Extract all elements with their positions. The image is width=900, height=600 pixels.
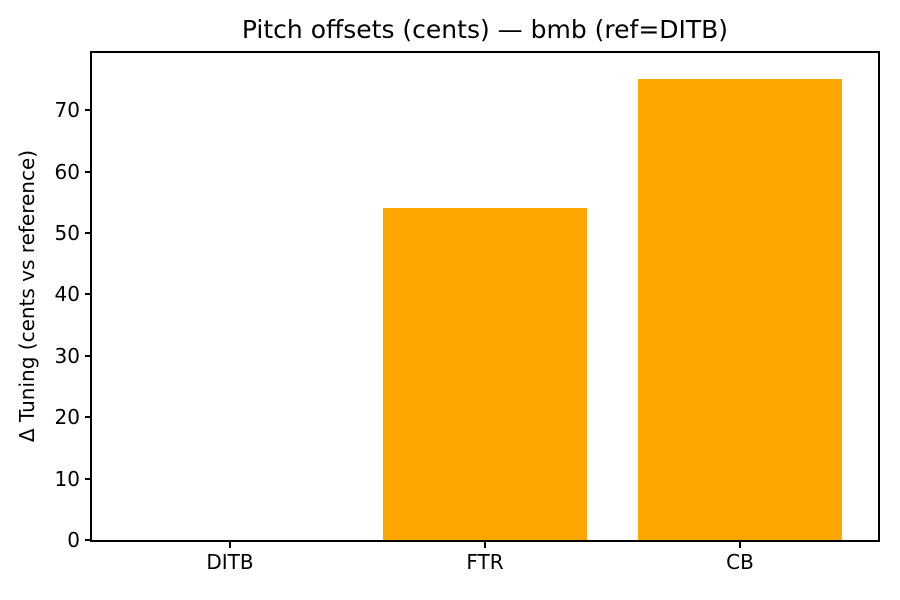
x-tick-mark xyxy=(484,541,486,548)
y-tick-mark xyxy=(85,293,92,296)
x-tick-mark xyxy=(739,541,741,548)
chart-title: Pitch offsets (cents) — bmb (ref=DITB) xyxy=(241,15,729,44)
y-tick-mark xyxy=(85,170,92,173)
plot-area xyxy=(90,51,880,542)
x-tick-mark xyxy=(229,541,231,548)
y-tick-label: 30 xyxy=(54,343,80,368)
x-tick-label: FTR xyxy=(466,550,504,574)
y-tick-label: 40 xyxy=(54,282,80,307)
bar-ftr xyxy=(383,208,587,540)
x-tick-label: DITB xyxy=(206,550,254,574)
y-tick-mark xyxy=(85,109,92,112)
y-tick-mark xyxy=(85,231,92,234)
y-tick-mark xyxy=(85,477,92,480)
y-tick-label: 50 xyxy=(54,220,80,245)
y-tick-label: 20 xyxy=(54,405,80,430)
y-tick-mark xyxy=(85,354,92,357)
y-tick-label: 10 xyxy=(54,466,80,491)
y-tick-label: 70 xyxy=(54,98,80,123)
y-tick-mark xyxy=(85,539,92,541)
y-tick-label: 0 xyxy=(67,528,80,552)
bar-cb xyxy=(638,79,842,540)
x-tick-label: CB xyxy=(726,550,754,574)
y-tick-label: 60 xyxy=(54,159,80,184)
y-tick-mark xyxy=(85,416,92,419)
